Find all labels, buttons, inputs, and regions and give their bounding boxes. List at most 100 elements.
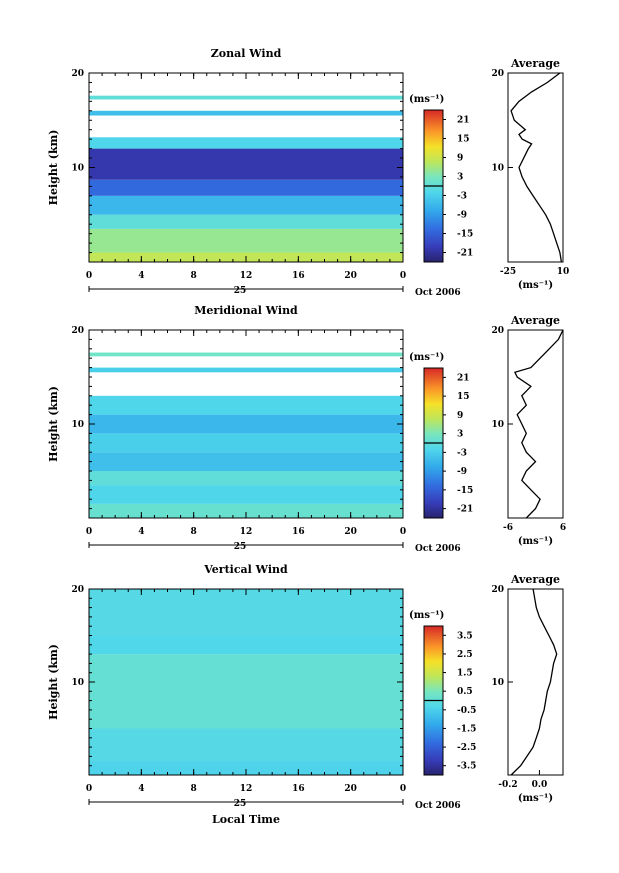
average-x-tick-label: 6: [560, 523, 566, 533]
x-tick-label: 20: [344, 271, 357, 281]
heatmap-layer: [89, 395, 403, 415]
average-y-tick-label: 20: [491, 326, 504, 336]
heatmap-layer: [89, 471, 403, 486]
x-tick-label: 4: [138, 527, 144, 537]
average-title: Average: [510, 573, 560, 586]
x-tick-label: 8: [191, 784, 197, 794]
colorbar-tick-label: -15: [457, 486, 473, 496]
heatmap-layer: [89, 228, 403, 253]
panel-2: Meridional Wind 10 20 0 4 8 12 16 20 0 Height (km)…: [47, 304, 566, 554]
average-panel: Average 10 20 -25 10 (ms⁻¹): [491, 57, 569, 291]
average-profile-line: [510, 588, 558, 776]
average-profile-line: [513, 329, 564, 519]
average-x-axis-label: (ms⁻¹): [518, 280, 553, 291]
colorbar-tick-label: 3.5: [457, 631, 473, 641]
average-x-tick-label: 10: [557, 267, 570, 277]
heatmap: [89, 352, 403, 518]
heatmap-layer: [89, 195, 403, 215]
heatmap-layer: [89, 635, 403, 655]
heatmap-layer: [89, 654, 403, 729]
colorbar-tick-label: -2.5: [457, 743, 476, 753]
average-x-tick-label: -6: [503, 523, 513, 533]
average-y-tick-label: 10: [491, 678, 504, 688]
panel-1: Zonal Wind 10 20 0 4 8 12 16 20 0 Height (km) 25 Oct…: [47, 47, 569, 298]
heatmap-layer: [89, 179, 403, 196]
heatmap-layer: [89, 367, 403, 373]
average-x-tick-label: -0.2: [498, 780, 517, 790]
heatmap-layer: [89, 503, 403, 518]
x-tick-label: 0: [86, 527, 92, 537]
heatmap-layer: [89, 728, 403, 762]
colorbar-tick-label: -3: [457, 448, 467, 458]
panel-3: Vertical Wind 10 20 0 4 8 12 16 20 0 Height (km) 25…: [47, 563, 564, 826]
date-label: Oct 2006: [415, 801, 461, 811]
x-tick-label: 12: [240, 784, 253, 794]
colorbar-tick-label: 9: [457, 154, 463, 164]
colorbar-tick-label: -3.5: [457, 762, 476, 772]
x-tick-label: 12: [240, 527, 253, 537]
average-panel: Average 10 20 -6 6 (ms⁻¹): [491, 314, 566, 547]
x-tick-label: 0: [400, 271, 406, 281]
x-tick-label: 20: [344, 527, 357, 537]
x-tick-label: 20: [344, 784, 357, 794]
heatmap-layer: [89, 452, 403, 471]
average-x-tick-label: -25: [500, 267, 516, 277]
x-tick-label: 16: [292, 784, 305, 794]
heatmap-layer: [89, 761, 403, 775]
heatmap: [89, 95, 403, 262]
x-tick-label: 8: [191, 271, 197, 281]
heatmap-layer: [89, 214, 403, 229]
colorbar-tick-label: -3: [457, 192, 467, 202]
date-label: Oct 2006: [415, 288, 461, 298]
average-y-tick-label: 10: [491, 420, 504, 430]
x-tick-label: 12: [240, 271, 253, 281]
average-profile-line: [510, 72, 563, 263]
colorbar-tick-label: 3: [457, 430, 463, 440]
panel-title: Meridional Wind: [194, 304, 298, 317]
y-tick-label: 10: [71, 420, 84, 430]
colorbar-tick-label: -21: [457, 505, 473, 515]
y-axis-label: Height (km): [47, 386, 60, 462]
colorbar-tick-label: -9: [457, 467, 467, 477]
x-tick-label: 0: [86, 271, 92, 281]
average-y-tick-label: 20: [491, 585, 504, 595]
day-label: 25: [234, 286, 247, 296]
heatmap-layer: [89, 352, 403, 357]
x-tick-label: 0: [400, 527, 406, 537]
panel-title: Zonal Wind: [211, 47, 282, 60]
colorbar-tick-label: -15: [457, 230, 473, 240]
colorbar-tick-label: 21: [457, 373, 470, 383]
y-tick-label: 10: [71, 164, 84, 174]
day-label: 25: [234, 799, 247, 809]
colorbar-tick-label: -0.5: [457, 706, 476, 716]
y-axis-label: Height (km): [47, 130, 60, 206]
heatmap-layer: [89, 137, 403, 149]
average-x-tick-label: 0.0: [532, 780, 548, 790]
colorbar-tick-label: 15: [457, 135, 470, 145]
x-axis-label: Local Time: [212, 813, 280, 826]
x-tick-label: 0: [400, 784, 406, 794]
x-tick-label: 16: [292, 271, 305, 281]
colorbar: (ms⁻¹) 3.5 2.5 1.5 0.5 -0.5 -1.5 -2.5 -3.5: [409, 610, 476, 776]
colorbar-tick-label: -9: [457, 211, 467, 221]
colorbar-tick-label: 0.5: [457, 687, 473, 697]
y-tick-label: 10: [71, 678, 84, 688]
y-tick-label: 20: [71, 585, 84, 595]
x-tick-label: 4: [138, 271, 144, 281]
date-label: Oct 2006: [415, 544, 461, 554]
heatmap-layer: [89, 95, 403, 100]
heatmap-layer: [89, 414, 403, 434]
colorbar-tick-label: 15: [457, 392, 470, 402]
colorbar: (ms⁻¹) 21 15 9 3 -3 -9 -15 -21: [409, 94, 473, 263]
heatmap-layer: [89, 485, 403, 504]
panel-title: Vertical Wind: [203, 563, 288, 576]
heatmap-layer: [89, 589, 403, 636]
x-tick-label: 16: [292, 527, 305, 537]
colorbar-unit-label: (ms⁻¹): [409, 94, 444, 105]
day-label: 25: [234, 542, 247, 552]
average-x-axis-label: (ms⁻¹): [518, 793, 553, 804]
y-tick-label: 20: [71, 69, 84, 79]
heatmap-layer: [89, 110, 403, 116]
colorbar-tick-label: -1.5: [457, 724, 476, 734]
